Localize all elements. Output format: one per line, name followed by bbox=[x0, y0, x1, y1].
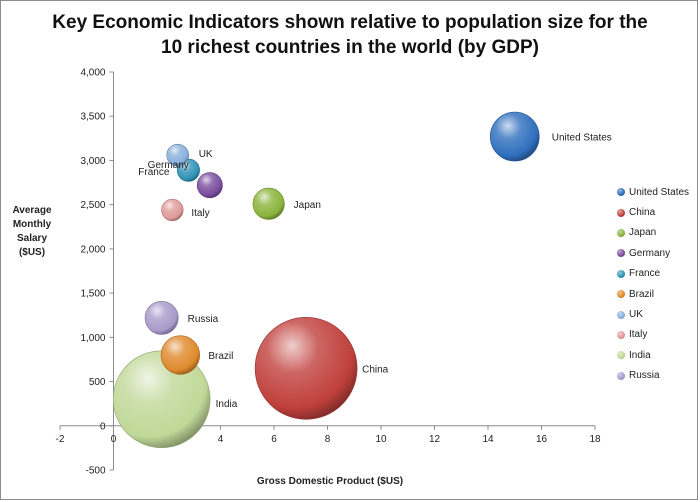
bubble-label: Japan bbox=[294, 200, 321, 211]
legend-marker bbox=[617, 208, 625, 217]
y-tick-label: 4,000 bbox=[80, 68, 105, 79]
y-tick-label: 1,500 bbox=[80, 289, 105, 300]
legend-label: UK bbox=[629, 309, 643, 321]
x-tick-label: 12 bbox=[429, 434, 441, 445]
legend-marker bbox=[617, 351, 625, 360]
legend-label: United States bbox=[629, 186, 690, 198]
bubble-united-states bbox=[489, 111, 540, 162]
x-tick-label: 0 bbox=[111, 434, 117, 445]
x-tick-label: 6 bbox=[271, 434, 277, 445]
bubble-label: France bbox=[138, 167, 170, 178]
bubble-label: Italy bbox=[191, 208, 209, 219]
legend-label: China bbox=[629, 207, 656, 219]
legend-item: United States bbox=[617, 182, 689, 202]
legend-marker bbox=[617, 310, 625, 319]
bubble-japan bbox=[252, 187, 285, 220]
bubble-label: Russia bbox=[188, 314, 219, 325]
legend-marker bbox=[617, 371, 625, 380]
x-tick-label: 18 bbox=[589, 434, 601, 445]
bubble-uk bbox=[166, 143, 189, 167]
x-tick-label: -2 bbox=[56, 434, 65, 445]
legend-item: UK bbox=[617, 304, 689, 324]
y-tick-label: 2,000 bbox=[80, 244, 105, 255]
y-axis-title: Average Monthly Salary ($US) bbox=[12, 205, 52, 258]
y-tick-label: 500 bbox=[89, 377, 106, 388]
legend-item: India bbox=[617, 345, 689, 365]
x-axis-title: Gross Domestic Product ($US) bbox=[256, 476, 404, 487]
legend-label: France bbox=[629, 268, 661, 280]
legend-marker bbox=[617, 330, 625, 339]
legend-item: China bbox=[617, 202, 689, 222]
legend-label: Japan bbox=[629, 227, 657, 239]
bubble-italy bbox=[161, 198, 184, 222]
bubble-label: Brazil bbox=[208, 351, 233, 362]
chart-title: Key Economic Indicators shown relative t… bbox=[52, 12, 648, 58]
x-tick-label: 8 bbox=[325, 434, 331, 445]
bubble-germany bbox=[196, 172, 223, 199]
bubble-china bbox=[254, 316, 358, 420]
legend-item: Russia bbox=[617, 366, 689, 386]
legend-label: Italy bbox=[629, 329, 648, 341]
legend-label: Russia bbox=[629, 370, 660, 382]
legend-item: Italy bbox=[617, 325, 689, 345]
x-tick-label: 4 bbox=[218, 434, 224, 445]
legend-marker bbox=[617, 228, 625, 237]
bubble-russia bbox=[144, 300, 179, 335]
bubble-label: UK bbox=[199, 149, 213, 160]
legend-label: India bbox=[629, 349, 651, 361]
bubble-label: India bbox=[216, 399, 238, 410]
legend-marker bbox=[617, 290, 625, 299]
x-tick-label: 14 bbox=[482, 434, 494, 445]
y-tick-label: 0 bbox=[100, 421, 106, 432]
legend-item: France bbox=[617, 264, 689, 284]
legend: United States China Japan Germany France Braz… bbox=[617, 182, 689, 386]
y-tick-label: -500 bbox=[85, 466, 105, 477]
legend-label: Brazil bbox=[629, 288, 655, 300]
legend-marker bbox=[617, 249, 625, 258]
x-tick-label: 16 bbox=[536, 434, 548, 445]
y-tick-label: 2,500 bbox=[80, 200, 105, 211]
bubble-label: Germany bbox=[148, 160, 189, 171]
bubble-brazil bbox=[160, 335, 201, 375]
bubble-label: United States bbox=[552, 133, 612, 144]
x-tick-label: 10 bbox=[375, 434, 387, 445]
legend-item: Japan bbox=[617, 223, 689, 243]
y-tick-label: 3,500 bbox=[80, 112, 105, 123]
bubble-label: China bbox=[362, 364, 389, 375]
y-tick-label: 3,000 bbox=[80, 156, 105, 167]
legend-item: Brazil bbox=[617, 284, 689, 304]
legend-item: Germany bbox=[617, 243, 689, 263]
y-tick-label: 1,000 bbox=[80, 333, 105, 344]
legend-marker bbox=[617, 269, 625, 278]
legend-marker bbox=[617, 188, 625, 197]
legend-label: Germany bbox=[629, 247, 671, 259]
